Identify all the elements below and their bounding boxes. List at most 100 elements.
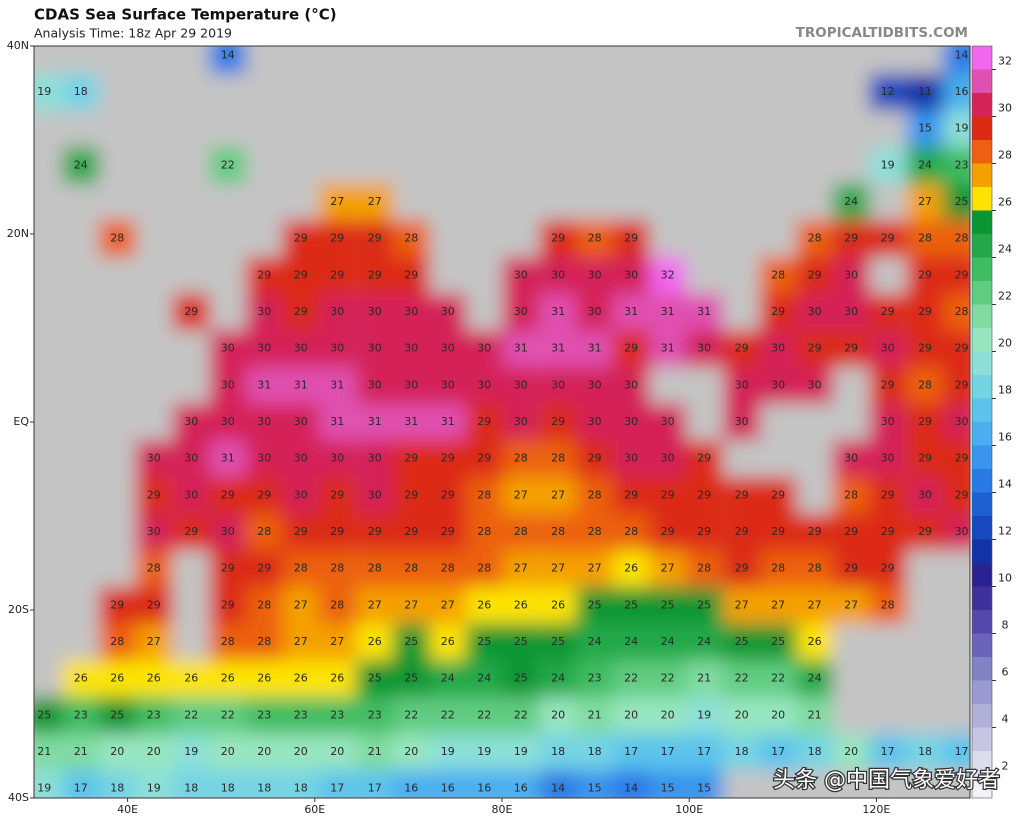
land-cell	[135, 367, 173, 405]
sst-cell	[943, 46, 970, 75]
sst-cell	[319, 293, 357, 331]
sst-cell	[392, 257, 430, 295]
sst-cell	[99, 733, 137, 771]
land-cell	[172, 367, 210, 405]
sst-label: 32	[661, 268, 675, 281]
sst-label: 29	[184, 305, 198, 318]
land-cell	[465, 147, 503, 185]
land-cell	[685, 257, 723, 295]
sst-label: 31	[294, 378, 308, 391]
sst-cell	[576, 623, 614, 661]
sst-cell	[356, 257, 394, 295]
land-cell	[392, 183, 430, 221]
sst-label: 24	[588, 635, 602, 648]
sst-label: 16	[514, 782, 528, 795]
land-cell	[832, 147, 870, 185]
land-cell	[99, 440, 137, 478]
land-cell	[685, 110, 723, 148]
sst-cell	[649, 770, 687, 798]
sst-cell	[869, 330, 907, 368]
sst-label: 25	[110, 708, 124, 721]
lat-tick-label: 40N	[7, 39, 29, 52]
sst-label: 30	[368, 342, 382, 355]
sst-label: 27	[368, 195, 382, 208]
sst-label: 25	[404, 672, 418, 685]
land-cell	[796, 440, 834, 478]
sst-label: 29	[330, 232, 344, 245]
land-cell	[99, 403, 137, 441]
sst-label: 30	[918, 488, 932, 501]
sst-cell	[282, 550, 320, 588]
sst-label: 30	[624, 452, 638, 465]
sst-cell	[576, 550, 614, 588]
sst-label: 24	[624, 635, 638, 648]
sst-label: 26	[441, 635, 455, 648]
sst-cell	[906, 403, 944, 441]
sst-label: 29	[697, 525, 711, 538]
sst-cell	[429, 660, 467, 698]
sst-label: 24	[74, 158, 88, 171]
sst-cell	[539, 220, 577, 258]
sst-cell	[465, 367, 503, 405]
land-cell	[62, 257, 100, 295]
land-cell	[943, 550, 970, 588]
sst-cell	[649, 586, 687, 625]
sst-cell	[62, 733, 100, 771]
sst-label: 27	[294, 598, 308, 611]
sst-cell	[392, 293, 430, 331]
sst-cell	[943, 220, 970, 258]
land-cell	[796, 476, 834, 515]
sst-label: 26	[294, 672, 308, 685]
land-cell	[612, 46, 650, 75]
colorbar-bin	[972, 69, 992, 93]
lon-tick-label: 80E	[492, 803, 513, 816]
sst-label: 29	[368, 525, 382, 538]
sst-cell	[502, 293, 540, 331]
sst-label: 20	[844, 745, 858, 758]
sst-label: 23	[955, 158, 969, 171]
sst-label: 24	[661, 635, 675, 648]
sst-cell	[612, 293, 650, 331]
sst-cell	[429, 586, 467, 625]
sst-cell	[723, 660, 761, 698]
land-cell	[135, 73, 173, 111]
sst-label: 20	[771, 708, 785, 721]
land-cell	[832, 73, 870, 111]
sst-cell	[869, 733, 907, 771]
sst-label: 22	[184, 708, 198, 721]
land-cell	[576, 46, 614, 75]
sst-cell	[685, 550, 723, 588]
sst-cell	[502, 513, 540, 551]
sst-cell	[796, 513, 834, 551]
sst-cell	[465, 733, 503, 771]
land-cell	[429, 46, 467, 75]
land-cell	[906, 696, 944, 735]
sst-label: 30	[257, 415, 271, 428]
lon-tick-label: 60E	[304, 803, 325, 816]
land-cell	[612, 73, 650, 111]
land-cell	[392, 147, 430, 185]
sst-cell	[282, 330, 320, 368]
sst-cell	[282, 513, 320, 551]
sst-label: 30	[330, 305, 344, 318]
land-cell	[723, 440, 761, 478]
sst-label: 29	[955, 378, 969, 391]
sst-cell	[685, 476, 723, 515]
sst-cell	[943, 330, 970, 368]
land-cell	[723, 220, 761, 258]
sst-label: 30	[624, 378, 638, 391]
land-cell	[34, 367, 64, 405]
sst-cell	[209, 696, 247, 735]
sst-cell	[796, 586, 834, 625]
sst-label: 30	[735, 378, 749, 391]
sst-cell	[539, 440, 577, 478]
sst-label: 25	[588, 598, 602, 611]
colorbar-bin	[972, 727, 992, 751]
sst-cell	[319, 770, 357, 798]
sst-cell	[906, 367, 944, 405]
sst-cell	[246, 733, 284, 771]
land-cell	[99, 367, 137, 405]
colorbar-bin	[972, 751, 992, 775]
land-cell	[62, 293, 100, 331]
sst-label: 27	[771, 598, 785, 611]
